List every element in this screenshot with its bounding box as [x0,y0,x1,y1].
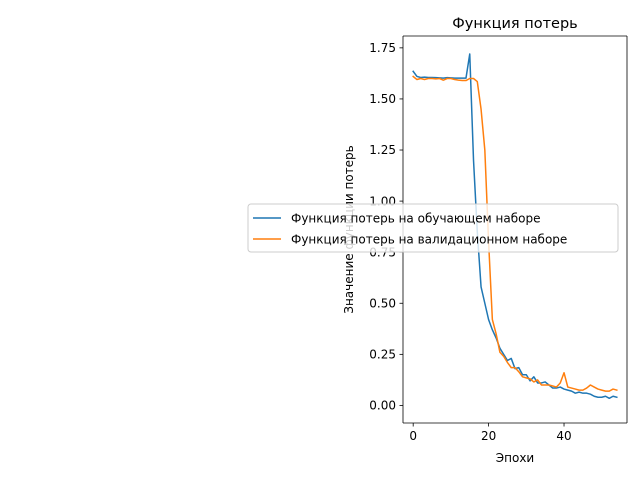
legend-label-1: Функция потерь на обучающем наборе [291,211,541,225]
y-tick-label: 0.25 [369,348,396,362]
x-axis-label: Эпохи [496,451,534,465]
y-tick-label: 0.00 [369,399,396,413]
x-tick-label: 20 [481,429,496,443]
x-tick-label: 0 [409,429,417,443]
series-line-2 [412,75,618,392]
y-tick-label: 1.50 [369,92,396,106]
y-tick-label: 1.75 [369,41,396,55]
legend-box [247,203,619,253]
legend: Функция потерь на обучающем наборе Функци… [247,203,619,253]
y-tick-label: 0.50 [369,296,396,310]
y-tick-label: 1.25 [369,143,396,157]
legend-label-2: Функция потерь на валидационном наборе [291,232,567,246]
chart-title: Функция потерь [452,16,577,32]
x-tick-label: 40 [556,429,571,443]
series-lines [412,53,618,400]
